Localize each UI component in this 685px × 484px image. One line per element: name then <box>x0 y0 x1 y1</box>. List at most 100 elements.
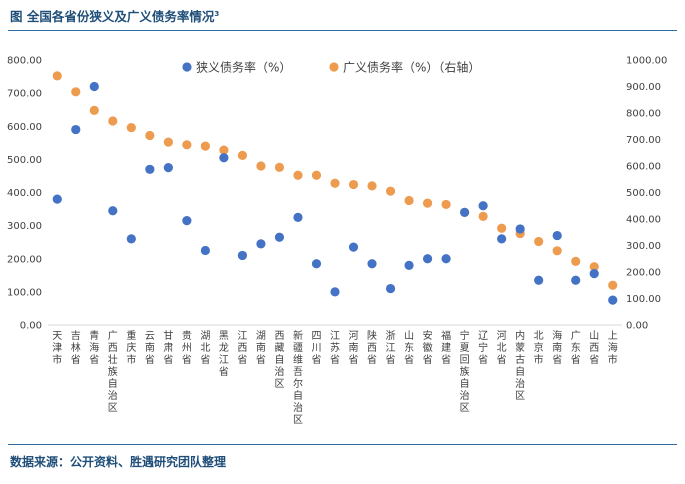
broad-debt-ratio-point <box>256 161 266 171</box>
x-category-label: 湖北省 <box>200 330 210 366</box>
x-category-label: 云南省 <box>145 331 155 366</box>
legend-marker-narrow <box>182 62 192 72</box>
x-category-label: 甘肃省 <box>163 329 173 366</box>
broad-debt-ratio-point <box>367 181 377 191</box>
x-category-label: 陕西省 <box>367 329 377 366</box>
broad-debt-ratio-point <box>552 246 562 256</box>
right-y-tick-label: 500.00 <box>626 188 661 199</box>
x-category-label: 河南省 <box>349 330 359 366</box>
right-y-tick-label: 1000.00 <box>626 56 667 67</box>
right-y-tick-label: 600.00 <box>626 162 661 173</box>
narrow-debt-ratio-point <box>311 259 322 269</box>
broad-debt-ratio-point <box>71 87 81 97</box>
broad-debt-ratio-point <box>163 137 173 147</box>
right-y-tick-label: 100.00 <box>626 294 661 305</box>
narrow-debt-ratio-point <box>274 232 285 242</box>
x-category-label: 广东省 <box>571 330 581 366</box>
x-category-label: 辽宁省 <box>478 330 488 366</box>
x-category-label: 江西省 <box>237 330 247 366</box>
x-category-label: 新疆维吾尔自治区 <box>293 329 303 426</box>
narrow-debt-ratio-point <box>52 194 62 204</box>
left-y-tick-label: 500.00 <box>7 155 42 166</box>
right-y-tick-label: 0.00 <box>626 321 648 332</box>
left-y-tick-label: 300.00 <box>7 221 42 232</box>
narrow-debt-ratio-point <box>404 260 414 270</box>
right-y-tick-label: 800.00 <box>626 109 661 120</box>
x-category-label: 广西壮族自治区 <box>108 330 118 414</box>
narrow-debt-ratio-point <box>182 216 192 226</box>
x-category-label: 山西省 <box>589 330 599 366</box>
x-category-label: 安徽省 <box>423 329 433 366</box>
broad-debt-ratio-point <box>89 105 99 115</box>
x-category-label: 福建省 <box>441 329 451 366</box>
broad-debt-ratio-point <box>52 71 62 81</box>
title-divider <box>8 30 677 31</box>
narrow-debt-ratio-point <box>385 283 396 294</box>
narrow-debt-ratio-point <box>126 234 136 244</box>
x-category-label: 贵州省 <box>182 329 192 366</box>
broad-debt-ratio-point <box>404 195 414 206</box>
figure-title: 图 全国各省份狭义及广义债务率情况3 <box>10 6 219 25</box>
narrow-debt-ratio-point <box>608 295 618 305</box>
broad-debt-ratio-point <box>385 186 396 196</box>
narrow-debt-ratio-point <box>71 124 81 135</box>
broad-debt-ratio-point <box>182 140 192 150</box>
broad-debt-ratio-point <box>571 256 581 266</box>
narrow-debt-ratio-point <box>348 242 359 252</box>
x-category-label: 上海市 <box>608 330 618 366</box>
broad-debt-ratio-point <box>108 116 118 126</box>
broad-debt-ratio-point <box>534 236 544 247</box>
x-category-label: 天津市 <box>52 331 62 366</box>
broad-debt-ratio-point <box>237 150 248 160</box>
x-category-label: 浙江省 <box>386 330 396 366</box>
broad-debt-ratio-point <box>330 178 340 188</box>
legend-marker-broad <box>329 62 339 72</box>
narrow-debt-ratio-point <box>497 234 507 244</box>
narrow-debt-ratio-point <box>108 206 118 216</box>
x-category-label: 吉林省 <box>71 330 81 366</box>
figure-title-text: 图 全国各省份狭义及广义债务率情况 <box>10 9 215 24</box>
narrow-debt-ratio-point <box>219 153 229 163</box>
x-category-label: 西藏自治区 <box>274 331 284 390</box>
narrow-debt-ratio-point <box>571 275 581 285</box>
broad-debt-ratio-point <box>126 122 136 133</box>
right-y-tick-label: 400.00 <box>626 215 661 226</box>
narrow-debt-ratio-point <box>460 207 470 217</box>
broad-debt-ratio-point <box>441 199 451 210</box>
legend-label-narrow: 狭义债务率（%） <box>196 60 291 75</box>
broad-debt-ratio-point <box>145 130 155 141</box>
broad-debt-ratio-point <box>274 162 285 172</box>
debt-ratio-chart: 0.00 100.00 200.00 300.00 400.00 500.00 600.00… <box>7 56 667 427</box>
left-y-tick-label: 100.00 <box>7 287 42 298</box>
narrow-debt-ratio-point <box>200 245 210 256</box>
x-category-label: 重庆市 <box>126 329 136 366</box>
narrow-debt-ratio-point <box>552 230 562 241</box>
broad-debt-ratio-point <box>497 223 507 233</box>
figure-title-footnote: 3 <box>214 9 220 18</box>
narrow-debt-ratio-point <box>422 254 433 264</box>
x-category-label: 湖南省 <box>256 330 266 366</box>
narrow-debt-ratio-point <box>330 287 340 297</box>
left-y-tick-label: 700.00 <box>7 89 42 100</box>
x-category-label: 青海省 <box>89 329 99 366</box>
broad-debt-ratio-point <box>200 141 210 151</box>
narrow-debt-ratio-point <box>589 269 599 279</box>
broad-debt-ratio-point <box>348 179 359 190</box>
x-category-label: 黑龙江省 <box>219 330 229 378</box>
narrow-debt-ratio-point <box>89 81 99 92</box>
narrow-debt-ratio-point <box>293 212 303 222</box>
broad-debt-ratio-point <box>608 280 618 290</box>
x-category-label: 海南省 <box>552 329 562 366</box>
right-y-tick-label: 900.00 <box>626 82 661 93</box>
x-category-label: 江苏省 <box>330 330 340 366</box>
source-divider <box>8 444 677 445</box>
x-category-label: 北京市 <box>534 330 544 366</box>
narrow-debt-ratio-point <box>441 254 451 264</box>
x-category-label: 四川省 <box>311 331 321 366</box>
narrow-debt-ratio-point <box>237 250 248 261</box>
data-source-note: 数据来源：公开资料、胜遇研究团队整理 <box>10 455 227 469</box>
narrow-debt-ratio-point <box>256 239 266 249</box>
right-y-tick-label: 300.00 <box>626 241 661 252</box>
left-y-tick-label: 400.00 <box>7 188 42 199</box>
right-y-tick-label: 700.00 <box>626 135 661 146</box>
